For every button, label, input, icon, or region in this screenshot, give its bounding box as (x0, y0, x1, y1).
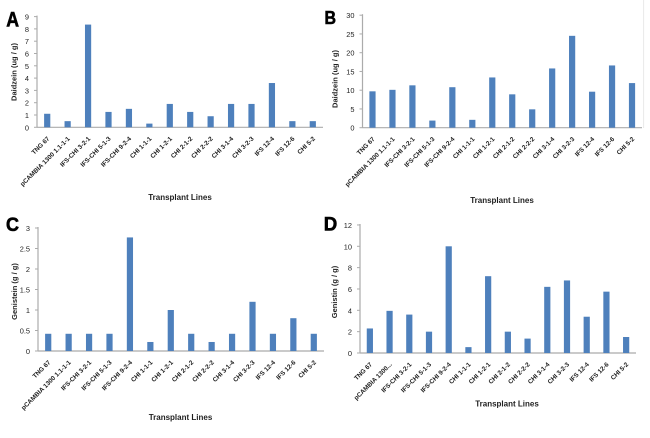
svg-text:2.5: 2.5 (20, 245, 30, 254)
svg-text:0.5: 0.5 (20, 327, 30, 336)
svg-text:6: 6 (348, 285, 352, 294)
svg-text:2: 2 (26, 265, 30, 274)
svg-text:5: 5 (25, 62, 29, 71)
svg-text:12: 12 (344, 221, 352, 230)
svg-text:7: 7 (25, 37, 29, 46)
svg-text:10: 10 (344, 242, 352, 251)
svg-text:6: 6 (25, 50, 29, 59)
svg-text:0: 0 (25, 123, 29, 132)
svg-text:20: 20 (346, 49, 354, 58)
svg-text:Daidzein (ug / g): Daidzein (ug / g) (10, 43, 19, 101)
svg-text:15: 15 (346, 67, 354, 76)
svg-text:2: 2 (348, 328, 352, 337)
svg-text:3: 3 (25, 86, 29, 95)
svg-text:Transplant Lines: Transplant Lines (470, 196, 534, 205)
svg-text:Transplant Lines: Transplant Lines (475, 400, 539, 409)
svg-text:10: 10 (346, 86, 354, 95)
svg-text:0: 0 (26, 347, 30, 356)
svg-text:Daidzein (ug / g): Daidzein (ug / g) (331, 50, 340, 108)
svg-text:25: 25 (346, 30, 354, 39)
svg-text:1: 1 (25, 111, 29, 120)
svg-text:0: 0 (348, 349, 352, 358)
svg-text:9: 9 (25, 13, 29, 22)
svg-text:5: 5 (350, 105, 354, 114)
svg-text:B: B (325, 8, 337, 28)
svg-text:3: 3 (26, 224, 30, 233)
svg-text:30: 30 (346, 11, 354, 20)
svg-text:Transplant Lines: Transplant Lines (149, 413, 213, 422)
svg-text:C: C (6, 214, 19, 236)
svg-text:Genistin (g / g): Genistin (g / g) (330, 265, 339, 318)
svg-text:4: 4 (348, 306, 352, 315)
svg-text:8: 8 (348, 264, 352, 273)
svg-text:1: 1 (26, 306, 30, 315)
svg-text:0: 0 (350, 124, 354, 133)
svg-text:Genistein (g / g): Genistein (g / g) (10, 263, 19, 320)
svg-text:1.5: 1.5 (20, 286, 30, 295)
svg-text:Transplant Lines: Transplant Lines (148, 193, 212, 202)
svg-text:4: 4 (25, 74, 29, 83)
svg-text:2: 2 (25, 99, 29, 108)
svg-text:8: 8 (25, 25, 29, 34)
svg-text:A: A (6, 8, 19, 31)
svg-text:D: D (324, 214, 338, 236)
